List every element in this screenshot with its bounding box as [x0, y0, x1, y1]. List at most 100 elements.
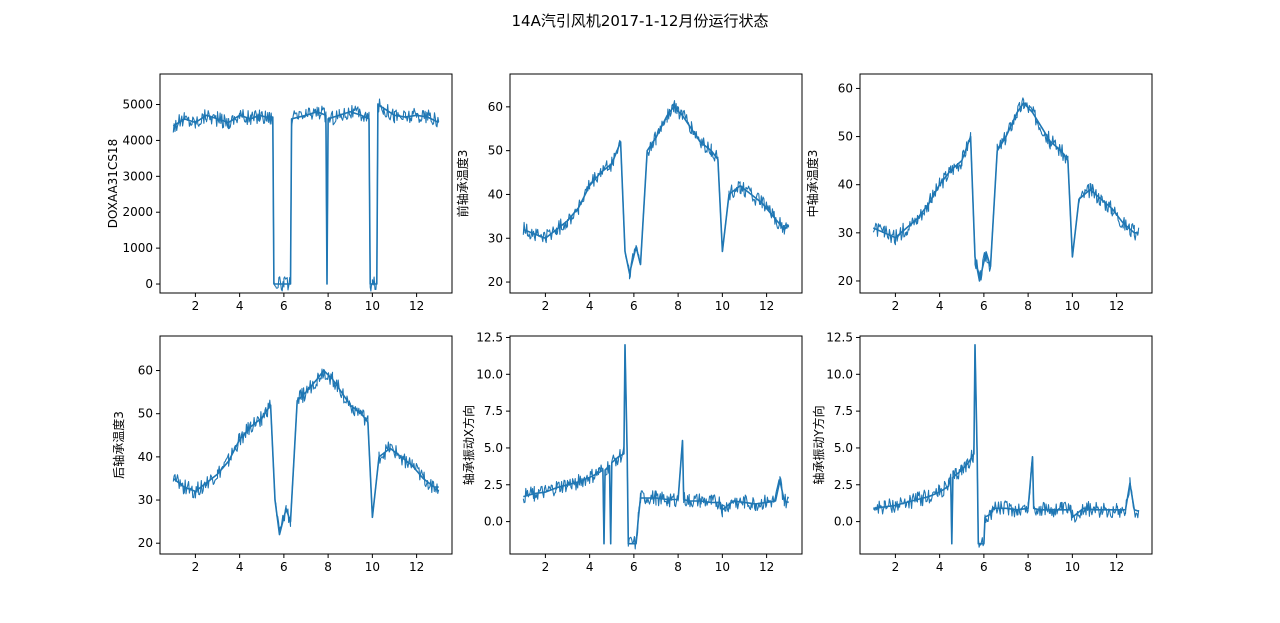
x-tick-label: 8 [324, 299, 332, 313]
y-tick-label: 50 [488, 144, 503, 158]
x-tick-label: 6 [280, 560, 288, 574]
x-tick-label: 10 [365, 560, 380, 574]
x-tick-label: 10 [715, 299, 730, 313]
y-tick-label: 20 [488, 275, 503, 289]
subplot-4: 2 4 6 8 10 12 20 30 40 50 60 后轴承温度3 [111, 335, 453, 574]
y-tick-label: 12.5 [826, 330, 853, 344]
y-tick-label: 5.0 [484, 441, 503, 455]
x-tick-label: 6 [630, 560, 638, 574]
x-tick-label: 2 [542, 299, 550, 313]
y-axis-label: DOXAA31CS18 [106, 139, 120, 228]
series-line-4 [172, 369, 439, 536]
x-tick-label: 4 [586, 560, 594, 574]
x-tick-label: 2 [892, 299, 900, 313]
y-tick-label: 20 [838, 274, 853, 288]
subplot-3: 2 4 6 8 10 12 20 30 40 50 60 中轴承温度3 [805, 73, 1153, 313]
subplot-6: 2 4 6 8 10 12 0.0 2.5 5.0 7.5 10.0 12.5 轴承振动Y方向 [811, 330, 1153, 574]
y-tick-label: 30 [138, 493, 153, 507]
y-tick-label: 10.0 [826, 367, 853, 381]
x-tick-label: 8 [1024, 299, 1032, 313]
y-tick-label: 40 [838, 178, 853, 192]
axes-frame-4 [159, 335, 453, 555]
axes-frame-2 [509, 73, 803, 294]
y-tick-label: 2.5 [834, 478, 853, 492]
series-noise-4 [172, 368, 440, 533]
y-tick-label: 20 [138, 536, 153, 550]
x-tick-label: 10 [1065, 299, 1080, 313]
y-tick-label: 4000 [122, 133, 153, 147]
axes-frame-5 [509, 335, 803, 555]
y-tick-label: 2.5 [484, 478, 503, 492]
y-tick-label: 12.5 [476, 330, 503, 344]
x-tick-label: 4 [236, 560, 244, 574]
x-tick-label: 4 [586, 299, 594, 313]
y-tick-label: 30 [488, 231, 503, 245]
subplot-2: 2 4 6 8 10 12 20 30 40 50 60 前轴承温度3 [455, 73, 803, 313]
axes-frame-1 [159, 73, 453, 294]
x-tick-label: 4 [936, 560, 944, 574]
y-tick-label: 40 [138, 450, 153, 464]
subplot-5: 2 4 6 8 10 12 0.0 2.5 5.0 7.5 10.0 12.5 轴承振动X方向 [461, 330, 803, 574]
x-tick-label: 6 [630, 299, 638, 313]
y-tick-label: 60 [488, 100, 503, 114]
y-tick-label: 3000 [122, 169, 153, 183]
series-line-6 [873, 343, 1139, 545]
figure-title: 14A汽引风机2017-1-12月份运行状态 [511, 12, 769, 30]
series-noise-6 [873, 344, 1140, 548]
y-tick-label: 30 [838, 226, 853, 240]
y-tick-label: 5000 [122, 98, 153, 112]
y-tick-label: 2000 [122, 205, 153, 219]
y-tick-label: 5.0 [834, 441, 853, 455]
y-tick-label: 50 [838, 130, 853, 144]
x-tick-label: 4 [936, 299, 944, 313]
y-tick-label: 60 [838, 81, 853, 95]
x-tick-label: 10 [715, 560, 730, 574]
x-tick-label: 12 [759, 560, 774, 574]
series-line-5 [523, 343, 789, 545]
x-tick-label: 6 [980, 560, 988, 574]
x-tick-label: 6 [280, 299, 288, 313]
y-tick-label: 40 [488, 187, 503, 201]
series-line-1 [172, 103, 440, 285]
y-axis-label: 轴承振动X方向 [461, 405, 476, 485]
x-tick-label: 2 [892, 560, 900, 574]
series-line-3 [872, 102, 1139, 282]
series-line-2 [523, 106, 790, 275]
subplot-1: 2 4 6 8 10 12 0 1000 2000 3000 4000 5000 DOXAA31CS18 [106, 73, 453, 313]
y-tick-label: 0.0 [834, 515, 853, 529]
y-axis-label: 后轴承温度3 [111, 411, 126, 479]
y-tick-label: 60 [138, 364, 153, 378]
x-tick-label: 8 [674, 299, 682, 313]
x-tick-label: 10 [1065, 560, 1080, 574]
y-axis-label: 轴承振动Y方向 [811, 405, 826, 484]
x-tick-label: 8 [1024, 560, 1032, 574]
x-tick-label: 12 [409, 560, 424, 574]
axes-frame-3 [859, 73, 1153, 294]
x-tick-label: 10 [365, 299, 380, 313]
x-tick-label: 6 [980, 299, 988, 313]
series-noise-3 [872, 97, 1140, 281]
y-tick-label: 50 [138, 407, 153, 421]
y-axis-label: 中轴承温度3 [805, 150, 820, 218]
y-tick-label: 0.0 [484, 515, 503, 529]
axes-frame-6 [859, 335, 1153, 555]
series-noise-5 [522, 344, 790, 550]
x-tick-label: 8 [674, 560, 682, 574]
x-tick-label: 2 [192, 299, 200, 313]
x-tick-label: 4 [236, 299, 244, 313]
x-tick-label: 12 [759, 299, 774, 313]
x-tick-label: 12 [409, 299, 424, 313]
x-tick-label: 2 [192, 560, 200, 574]
series-noise-1 [172, 98, 440, 292]
y-tick-label: 7.5 [834, 404, 853, 418]
x-tick-label: 12 [1109, 560, 1124, 574]
y-axis-label: 前轴承温度3 [455, 150, 470, 218]
y-tick-label: 0 [145, 277, 153, 291]
x-tick-label: 8 [324, 560, 332, 574]
series-noise-2 [522, 100, 790, 280]
y-tick-label: 7.5 [484, 404, 503, 418]
y-tick-label: 10.0 [476, 367, 503, 381]
x-tick-label: 12 [1109, 299, 1124, 313]
